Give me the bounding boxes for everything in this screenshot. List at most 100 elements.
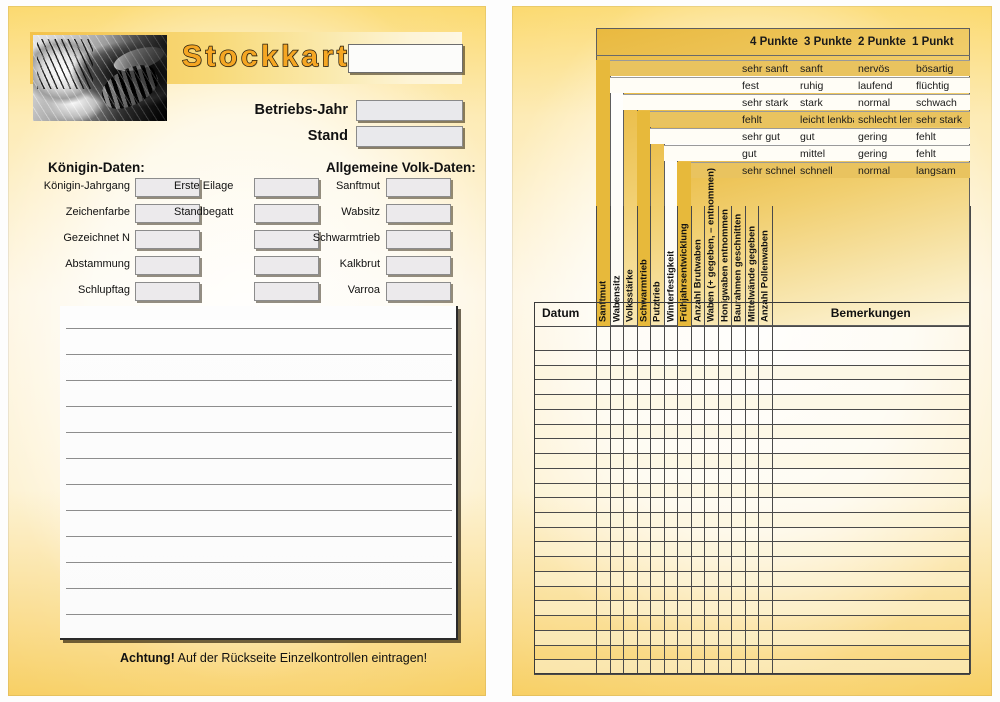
table-row[interactable] [534,570,970,572]
scale-row-putztrieb: sehr gut gut gering fehlt [650,128,970,144]
table-header-rule [534,326,970,327]
table-row-shade [534,482,970,498]
table-column-rule [731,206,732,674]
label-zeichenfarbe: Zeichenfarbe [65,206,130,218]
label-sanftmut: Sanftmut [335,180,380,192]
table-column-rule [744,206,746,674]
scale-value: mittel [800,147,826,160]
table-column-rule [623,206,624,674]
notes-rule-line [66,484,452,485]
table-row[interactable] [534,482,970,484]
footnote-rest: Auf der Rückseite Einzelkontrollen eintr… [174,651,428,665]
label-gezeichnet-n: Gezeichnet N [63,232,130,244]
table-row[interactable] [534,512,970,513]
table-row[interactable] [534,629,970,631]
column-highlight-frühjahrsentwicklung [677,162,691,326]
scale-value: nervös [858,62,890,75]
label-erste-eilage: Erste Eilage [174,180,234,192]
betriebs-jahr-label: Betriebs-Jahr [254,102,348,118]
table-column-rule [609,206,611,674]
field-koenigin-jahrgang[interactable] [135,178,200,197]
field-gezeichnet-n[interactable] [135,230,200,249]
table-row[interactable] [534,453,970,455]
label-kalkbrut: Kalkbrut [339,258,380,270]
scale-value: sehr stark [742,96,789,109]
table-row[interactable] [534,585,970,587]
notes-rule-line [66,380,452,381]
table-row[interactable] [534,556,970,558]
table-column-rule [758,206,759,674]
table-row[interactable] [534,526,970,528]
column-highlight-schwarmtrieb [636,111,650,326]
table-row[interactable] [534,600,970,602]
scale-value: leicht lenkbar [800,113,854,126]
stand-field[interactable] [356,126,463,147]
scale-row-wabensitz: fest ruhig laufend flüchtig [609,77,970,93]
field-wabsitz[interactable] [386,204,451,223]
scale-value: gut [800,130,815,143]
table-row[interactable] [534,467,970,469]
table-column-rule [663,206,665,674]
field-queen-extra-3[interactable] [254,282,319,301]
notes-rule-line [66,458,452,459]
footnote: Achtung! Auf der Rückseite Einzelkontrol… [120,651,427,665]
scale-value: schnell [800,164,833,177]
scale-value: gering [858,147,888,160]
stand-label: Stand [307,128,348,144]
scale-value: normal [858,96,891,109]
table-column-rule [717,206,719,674]
label-standbegatt: Standbegatt [174,206,234,218]
hive-name-field[interactable] [348,44,463,73]
scale-value: fest [742,79,759,92]
field-erste-eilage[interactable] [254,178,319,197]
table-column-rule [650,206,651,674]
field-schwarmtrieb[interactable] [386,230,451,249]
scale-value: fehlt [742,113,762,126]
table-row[interactable] [534,364,970,366]
table-row[interactable] [534,394,970,396]
inspection-table: 4 Punkte 3 Punkte 2 Punkte 1 Punkt sehr sanf… [534,28,971,676]
points-header-3: 3 Punkte [804,36,852,48]
table-row[interactable] [534,615,970,617]
label-varroa: Varroa [347,284,380,296]
field-sanftmut[interactable] [386,178,451,197]
scale-row-schwarmtrieb: fehlt leicht lenkbar schlecht lenkbar sehr … [636,111,970,127]
scale-row-winterfestigkeit: gut mittel gering fehlt [663,145,970,161]
scale-value: langsam [916,164,956,177]
table-column-rule [704,206,705,674]
notes-rule-line [66,588,452,589]
field-zeichenfarbe[interactable] [135,204,200,223]
field-standbegatt[interactable] [254,204,319,223]
notes-area[interactable] [60,306,458,640]
table-row-shade [534,600,970,616]
betriebs-jahr-field[interactable] [356,100,463,121]
scale-value: fehlt [916,130,936,143]
table-row-shade [534,659,970,674]
table-row-shade [534,512,970,527]
table-row[interactable] [534,379,970,381]
table-row[interactable] [534,408,970,410]
field-queen-extra-2[interactable] [254,256,319,275]
points-header-4: 4 Punkte [750,36,798,48]
scale-value: gering [858,130,888,143]
points-header-rule [596,55,970,56]
field-kalkbrut[interactable] [386,256,451,275]
table-row[interactable] [534,541,970,543]
table-column-rule [690,206,692,674]
table-row[interactable] [534,423,970,425]
points-header-2: 2 Punkte [858,36,906,48]
scale-value: fehlt [916,147,936,160]
field-schlupftag[interactable] [135,282,200,301]
table-row[interactable] [534,644,970,646]
table-row[interactable] [534,438,970,440]
field-varroa[interactable] [386,282,451,301]
scale-row-sanftmut: sehr sanft sanft nervös bösartig [596,60,970,76]
field-abstammung[interactable] [135,256,200,275]
table-row[interactable] [534,497,970,499]
table-row[interactable] [534,350,970,351]
scale-value: schlecht lenkbar [858,113,912,126]
notes-rule-line [66,614,452,615]
label-koenigin-jahrgang: Königin-Jahrgang [43,180,130,192]
field-queen-extra-1[interactable] [254,230,319,249]
table-row[interactable] [534,659,970,661]
